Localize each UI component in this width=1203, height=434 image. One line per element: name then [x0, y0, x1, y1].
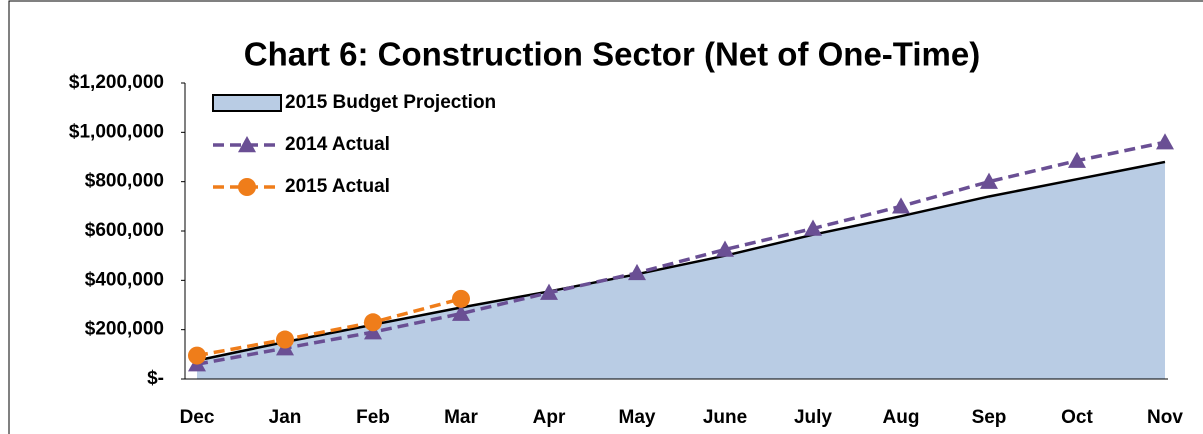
y-tick-label: $400,000: [85, 269, 164, 290]
legend-swatch: [212, 94, 282, 112]
marker: [188, 346, 206, 365]
x-tick-label: Dec: [180, 407, 215, 428]
y-tick-label: $-: [147, 368, 164, 389]
x-tick-label: July: [794, 407, 832, 428]
legend-marker: [238, 136, 256, 153]
x-tick-label: May: [619, 407, 656, 428]
marker: [452, 304, 470, 321]
marker: [980, 172, 998, 189]
line: [196, 140, 1166, 366]
frame: [8, 0, 1203, 434]
marker: [1068, 151, 1086, 168]
legend-marker: [238, 178, 256, 196]
marker: [540, 283, 558, 300]
marker: [452, 289, 470, 308]
area-edge: [196, 160, 1166, 362]
x-tick-label: Oct: [1061, 407, 1093, 428]
marker: [892, 197, 910, 214]
area: [197, 161, 1165, 379]
y-tick-label: $800,000: [85, 171, 164, 192]
marker: [364, 313, 382, 332]
legend-label: 2015 Budget Projection: [285, 92, 496, 113]
x-tick-label: Mar: [444, 407, 478, 428]
x-tick-label: Feb: [356, 407, 390, 428]
y-tick-label: $1,000,000: [69, 121, 164, 142]
y-tick-label: $200,000: [85, 319, 164, 340]
legend-label: 2015 Actual: [285, 176, 390, 197]
x-tick-label: Aug: [883, 407, 920, 428]
x-tick-label: Nov: [1147, 407, 1183, 428]
x-tick-label: June: [703, 407, 747, 428]
x-tick-label: Apr: [533, 407, 566, 428]
marker: [716, 240, 734, 257]
chart-title: Chart 6: Construction Sector (Net of One…: [244, 36, 980, 73]
x-tick-label: Jan: [269, 407, 302, 428]
legend-label: 2014 Actual: [285, 134, 390, 155]
marker: [1156, 133, 1174, 150]
x-tick-label: Sep: [972, 407, 1007, 428]
y-tick-label: $600,000: [85, 220, 164, 241]
marker: [804, 219, 822, 236]
y-tick-label: $1,200,000: [69, 72, 164, 93]
line: [196, 297, 462, 358]
marker: [276, 330, 294, 349]
marker: [628, 263, 646, 281]
